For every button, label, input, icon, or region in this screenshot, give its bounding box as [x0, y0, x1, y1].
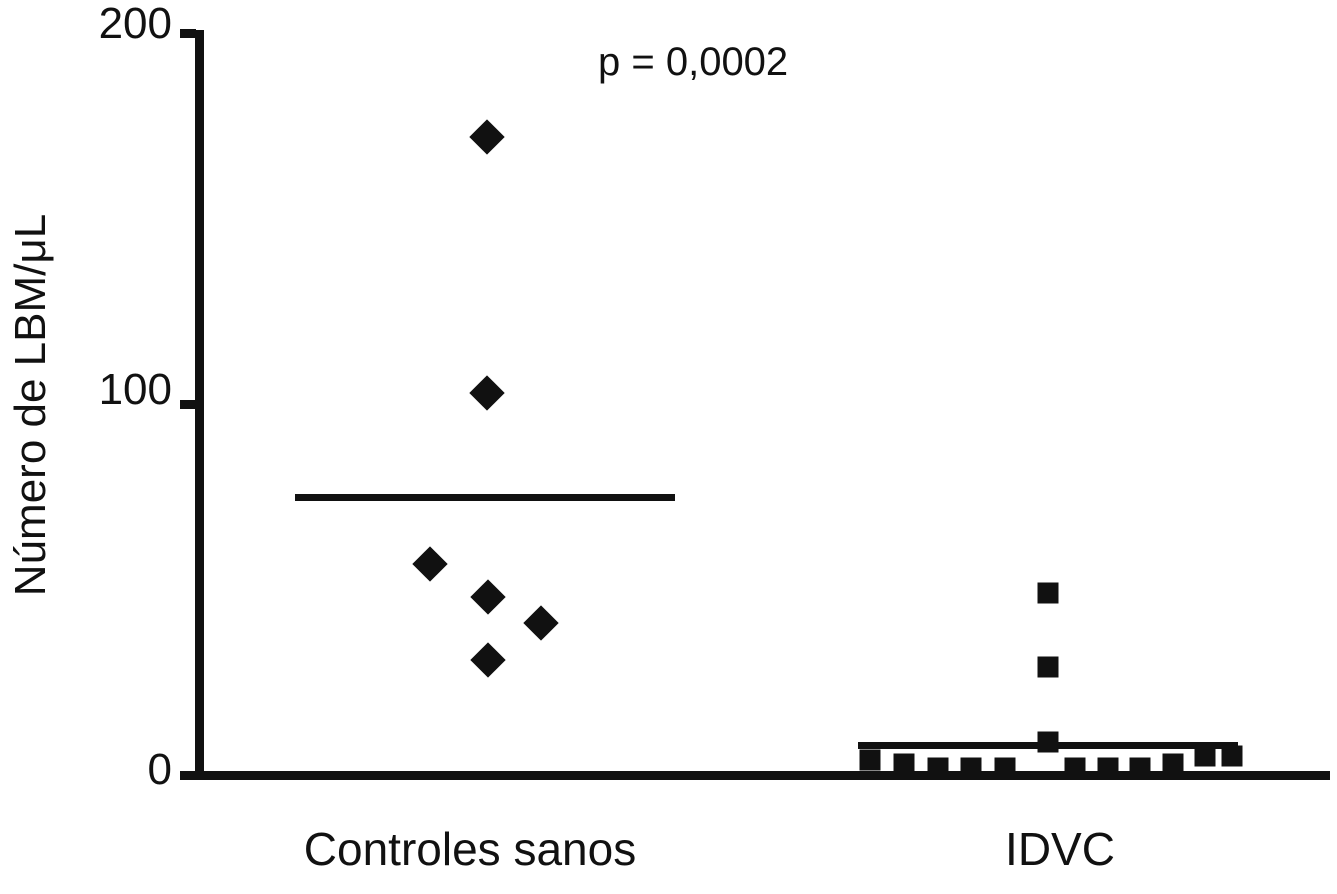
square-marker [1162, 753, 1184, 775]
p-value-annotation: p = 0,0002 [598, 40, 789, 84]
square-marker [1194, 745, 1216, 767]
square-marker [1037, 582, 1059, 604]
y-tick-mark-100 [180, 400, 196, 409]
diamond-marker [469, 375, 505, 411]
diamond-marker [470, 642, 506, 678]
square-marker [1221, 745, 1243, 767]
diamond-marker [523, 605, 559, 641]
y-tick-label-200: 200 [98, 0, 172, 48]
square-marker [859, 749, 881, 771]
square-marker [960, 757, 982, 779]
mean-line-controles [295, 493, 675, 501]
square-marker [1064, 757, 1086, 779]
x-category-label-idvc: IDVC [1005, 823, 1115, 875]
y-tick-label-0: 0 [147, 745, 172, 794]
square-marker [927, 757, 949, 779]
square-marker [994, 757, 1016, 779]
y-tick-mark-200 [180, 29, 196, 38]
square-marker [1037, 731, 1059, 753]
square-marker [1037, 656, 1059, 678]
x-axis-line [195, 771, 1330, 780]
y-axis-line [195, 30, 204, 780]
diamond-marker [412, 545, 448, 582]
diamond-marker [469, 119, 505, 155]
y-tick-label-100: 100 [98, 365, 172, 414]
square-marker [893, 753, 915, 775]
square-marker [1097, 757, 1119, 779]
y-tick-mark-0 [180, 771, 196, 780]
diamond-marker [470, 579, 506, 615]
square-marker [1129, 757, 1151, 779]
x-category-label-controles: Controles sanos [303, 823, 637, 875]
